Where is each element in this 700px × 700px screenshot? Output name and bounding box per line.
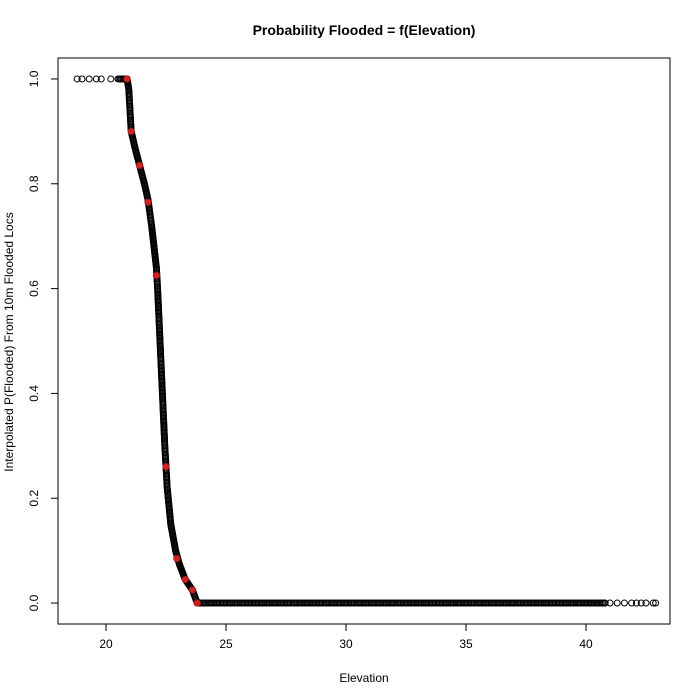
highlight-point [193, 599, 201, 607]
data-point [642, 599, 650, 607]
data-point [613, 599, 621, 607]
y-tick-label: 0.0 [27, 594, 41, 611]
data-point [97, 75, 105, 83]
y-tick-label: 1.0 [27, 70, 41, 87]
data-point [628, 599, 636, 607]
data-point [78, 75, 86, 83]
highlight-point [127, 127, 135, 135]
highlight-point [152, 271, 160, 280]
data-point [73, 75, 81, 83]
data-point [637, 599, 645, 607]
highlight-point [123, 75, 131, 83]
highlight-point [136, 161, 144, 170]
highlight-point [173, 554, 181, 563]
highlight-point [188, 586, 196, 594]
data-point [632, 599, 640, 607]
data-point [649, 599, 657, 607]
chart-title: Probability Flooded = f(Elevation) [253, 22, 476, 38]
x-tick-label: 20 [99, 637, 113, 651]
data-points [73, 75, 660, 607]
x-tick-label: 35 [459, 637, 473, 651]
y-tick-label: 0.2 [27, 490, 41, 507]
x-axis-label: Elevation [339, 671, 388, 685]
plot-frame [57, 57, 671, 625]
x-tick-label: 25 [219, 637, 233, 651]
y-tick-label: 0.8 [27, 175, 41, 192]
data-point [85, 75, 93, 83]
data-point [601, 599, 609, 607]
y-axis-label: Interpolated P(Flooded) From 10m Flooded… [2, 212, 16, 471]
highlight-point [181, 575, 189, 584]
data-point [107, 75, 115, 83]
x-tick-label: 40 [579, 637, 593, 651]
y-tick-label: 0.4 [27, 385, 41, 402]
highlight-point [162, 463, 170, 471]
x-axis: 20 25 30 35 40 [99, 623, 593, 651]
y-tick-label: 0.6 [27, 280, 41, 297]
y-axis: 0.0 0.2 0.4 0.6 0.8 1.0 [27, 70, 59, 611]
data-point [620, 599, 628, 607]
x-tick-label: 30 [339, 637, 353, 651]
data-point [92, 75, 100, 83]
highlight-point [144, 198, 152, 206]
data-point [652, 599, 660, 607]
data-point [606, 599, 614, 607]
